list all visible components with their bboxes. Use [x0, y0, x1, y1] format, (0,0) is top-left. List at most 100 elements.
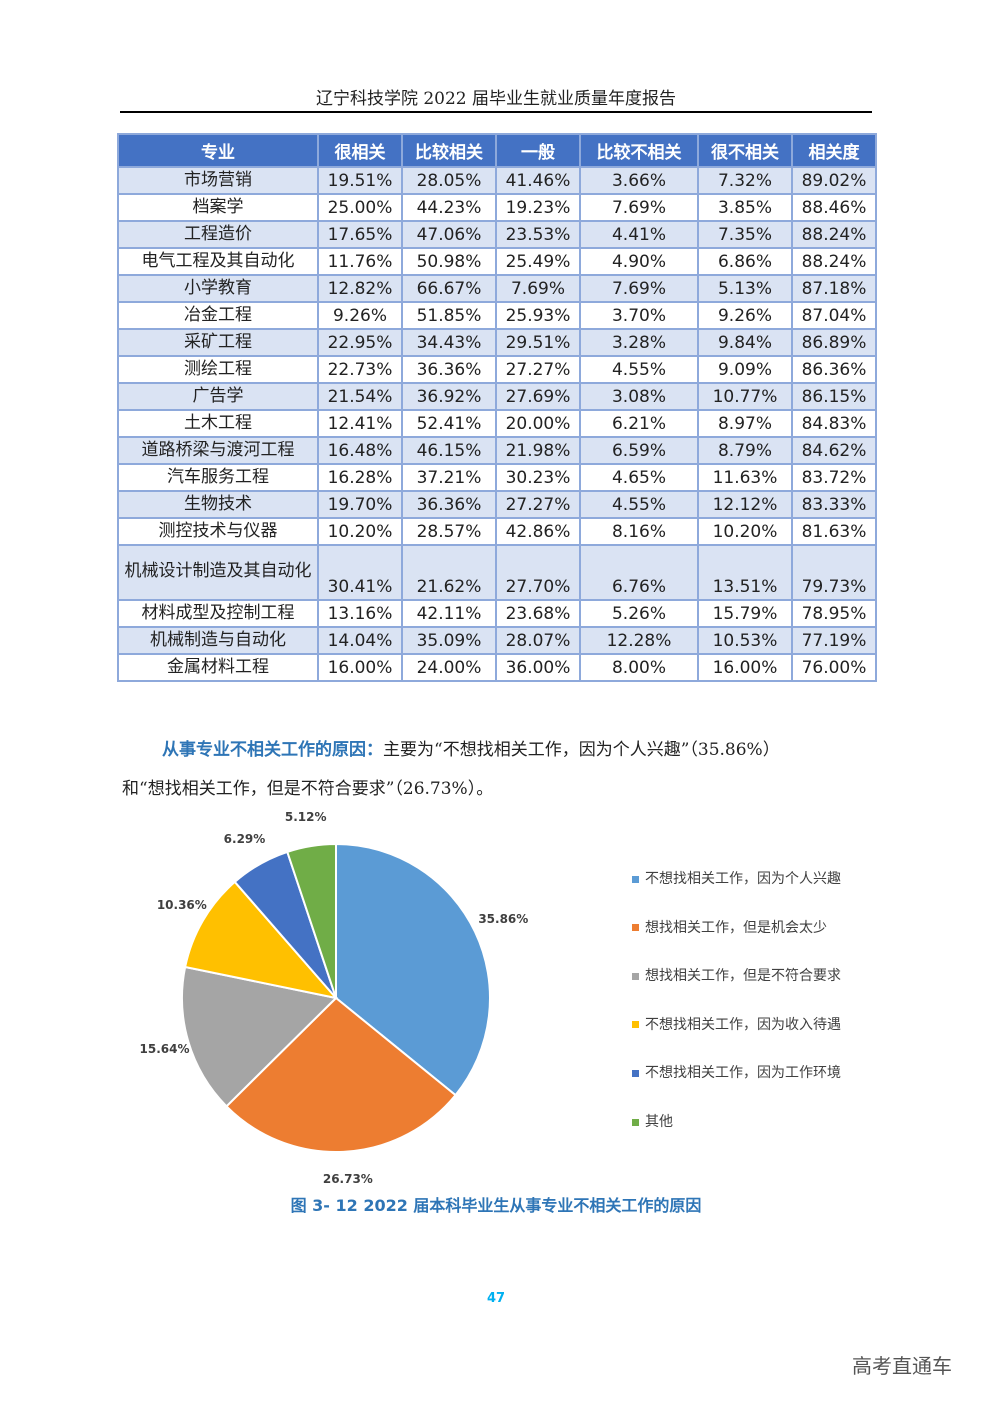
value-cell: 36.36%	[401, 490, 497, 519]
value-cell: 14.04%	[317, 626, 403, 655]
major-name-cell: 机械设计制造及其自动化	[117, 544, 319, 601]
value-cell: 22.73%	[317, 355, 403, 384]
paragraph-lead: 从事专业不相关工作的原因：	[162, 740, 383, 760]
value-cell: 83.33%	[791, 490, 877, 519]
legend-item: 想找相关工作，但是不符合要求	[632, 965, 841, 985]
paragraph-text-2: 和“想找相关工作，但是不符合要求”（26.73%）。	[122, 779, 494, 799]
table-row: 机械设计制造及其自动化 30.41% 21.62% 27.70% 6.76% 13.51%…	[117, 544, 877, 601]
pie-slice	[335, 842, 491, 1097]
value-cell: 5.13%	[697, 274, 793, 303]
value-cell: 4.41%	[579, 220, 699, 249]
major-name-cell: 小学教育	[117, 274, 319, 303]
value-cell: 9.84%	[697, 328, 793, 357]
value-cell: 6.21%	[579, 409, 699, 438]
major-name-cell: 档案学	[117, 193, 319, 222]
column-header: 一般	[495, 133, 581, 168]
legend-item: 不想找相关工作，因为个人兴趣	[632, 868, 841, 888]
value-cell: 23.68%	[495, 599, 581, 628]
pie-slice-label: 10.36%	[156, 898, 207, 913]
legend-swatch	[632, 1021, 639, 1029]
value-cell: 87.04%	[791, 301, 877, 330]
value-cell: 21.98%	[495, 436, 581, 465]
major-name-cell: 土木工程	[117, 409, 319, 438]
table-row: 电气工程及其自动化 11.76% 50.98% 25.49% 4.90% 6.86% 88.…	[117, 247, 877, 276]
value-cell: 25.00%	[317, 193, 403, 222]
value-cell: 10.20%	[317, 517, 403, 546]
value-cell: 7.69%	[495, 274, 581, 303]
table-row: 小学教育 12.82% 66.67% 7.69% 7.69% 5.13% 87.18%	[117, 274, 877, 303]
legend-swatch	[632, 924, 639, 932]
legend-label: 不想找相关工作，因为工作环境	[645, 1065, 841, 1082]
value-cell: 84.83%	[791, 409, 877, 438]
value-cell: 87.18%	[791, 274, 877, 303]
value-cell: 79.73%	[791, 544, 877, 601]
table-row: 生物技术 19.70% 36.36% 27.27% 4.55% 12.12% 83.33%	[117, 490, 877, 519]
legend-item: 不想找相关工作，因为收入待遇	[632, 1014, 841, 1034]
pie-chart	[181, 842, 491, 1153]
table-row: 材料成型及控制工程 13.16% 42.11% 23.68% 5.26% 15.79% 78…	[117, 599, 877, 628]
value-cell: 77.19%	[791, 626, 877, 655]
table-row: 工程造价 17.65% 47.06% 23.53% 4.41% 7.35% 88.24%	[117, 220, 877, 249]
value-cell: 36.92%	[401, 382, 497, 411]
legend-swatch	[632, 972, 639, 980]
table-row: 广告学 21.54% 36.92% 27.69% 3.08% 10.77% 86.15%	[117, 382, 877, 411]
table-row: 档案学 25.00% 44.23% 19.23% 7.69% 3.85% 88.46%	[117, 193, 877, 222]
value-cell: 23.53%	[495, 220, 581, 249]
pie-slice	[183, 880, 339, 1000]
pie-slice-label: 26.73%	[322, 1171, 373, 1186]
value-cell: 88.46%	[791, 193, 877, 222]
table-row: 汽车服务工程 16.28% 37.21% 30.23% 4.65% 11.63% 83.72…	[117, 463, 877, 492]
pie-slice-label: 5.12%	[284, 810, 327, 825]
value-cell: 29.51%	[495, 328, 581, 357]
value-cell: 78.95%	[791, 599, 877, 628]
value-cell: 42.86%	[495, 517, 581, 546]
paragraph-line-1: 从事专业不相关工作的原因：主要为“不想找相关工作，因为个人兴趣”（35.86%）	[122, 731, 874, 769]
pie-slice	[181, 965, 339, 1108]
major-name-cell: 冶金工程	[117, 301, 319, 330]
pie-slice-label: 35.86%	[478, 911, 529, 926]
value-cell: 4.90%	[579, 247, 699, 276]
value-cell: 84.62%	[791, 436, 877, 465]
major-name-cell: 测控技术与仪器	[117, 517, 319, 546]
value-cell: 86.15%	[791, 382, 877, 411]
value-cell: 36.00%	[495, 653, 581, 682]
column-header: 很不相关	[697, 133, 793, 168]
figure-caption: 图 3- 12 2022 届本科毕业生从事专业不相关工作的原因	[290, 1196, 702, 1215]
major-name-cell: 生物技术	[117, 490, 319, 519]
value-cell: 28.05%	[401, 166, 497, 195]
legend-label: 想找相关工作，但是不符合要求	[645, 968, 841, 985]
value-cell: 24.00%	[401, 653, 497, 682]
legend-item: 想找相关工作，但是机会太少	[632, 917, 827, 937]
value-cell: 11.76%	[317, 247, 403, 276]
legend-swatch	[632, 1069, 639, 1077]
value-cell: 16.28%	[317, 463, 403, 492]
value-cell: 47.06%	[401, 220, 497, 249]
value-cell: 7.32%	[697, 166, 793, 195]
value-cell: 9.26%	[317, 301, 403, 330]
value-cell: 8.16%	[579, 517, 699, 546]
legend-label: 其他	[645, 1114, 673, 1130]
value-cell: 12.82%	[317, 274, 403, 303]
legend-item: 不想找相关工作，因为工作环境	[632, 1062, 841, 1082]
column-header: 专业	[117, 133, 319, 168]
paragraph-line-2: 和“想找相关工作，但是不符合要求”（26.73%）。	[122, 770, 874, 808]
value-cell: 46.15%	[401, 436, 497, 465]
value-cell: 6.86%	[697, 247, 793, 276]
value-cell: 27.70%	[495, 544, 581, 601]
value-cell: 83.72%	[791, 463, 877, 492]
value-cell: 3.85%	[697, 193, 793, 222]
major-name-cell: 测绘工程	[117, 355, 319, 384]
value-cell: 12.12%	[697, 490, 793, 519]
relevance-table: 专业 很相关 比较相关 一般 比较不相关 很不相关 相关度 市场营销 19.51% 28.05%…	[117, 133, 877, 682]
value-cell: 41.46%	[495, 166, 581, 195]
value-cell: 15.79%	[697, 599, 793, 628]
pie-slice	[286, 842, 337, 999]
value-cell: 13.51%	[697, 544, 793, 601]
page-header-title: 辽宁科技学院 2022 届毕业生就业质量年度报告	[315, 89, 677, 109]
value-cell: 3.66%	[579, 166, 699, 195]
pie-slice-label: 6.29%	[223, 831, 266, 846]
value-cell: 37.21%	[401, 463, 497, 492]
value-cell: 27.27%	[495, 490, 581, 519]
value-cell: 10.20%	[697, 517, 793, 546]
pie-slice-label: 15.64%	[139, 1041, 190, 1056]
